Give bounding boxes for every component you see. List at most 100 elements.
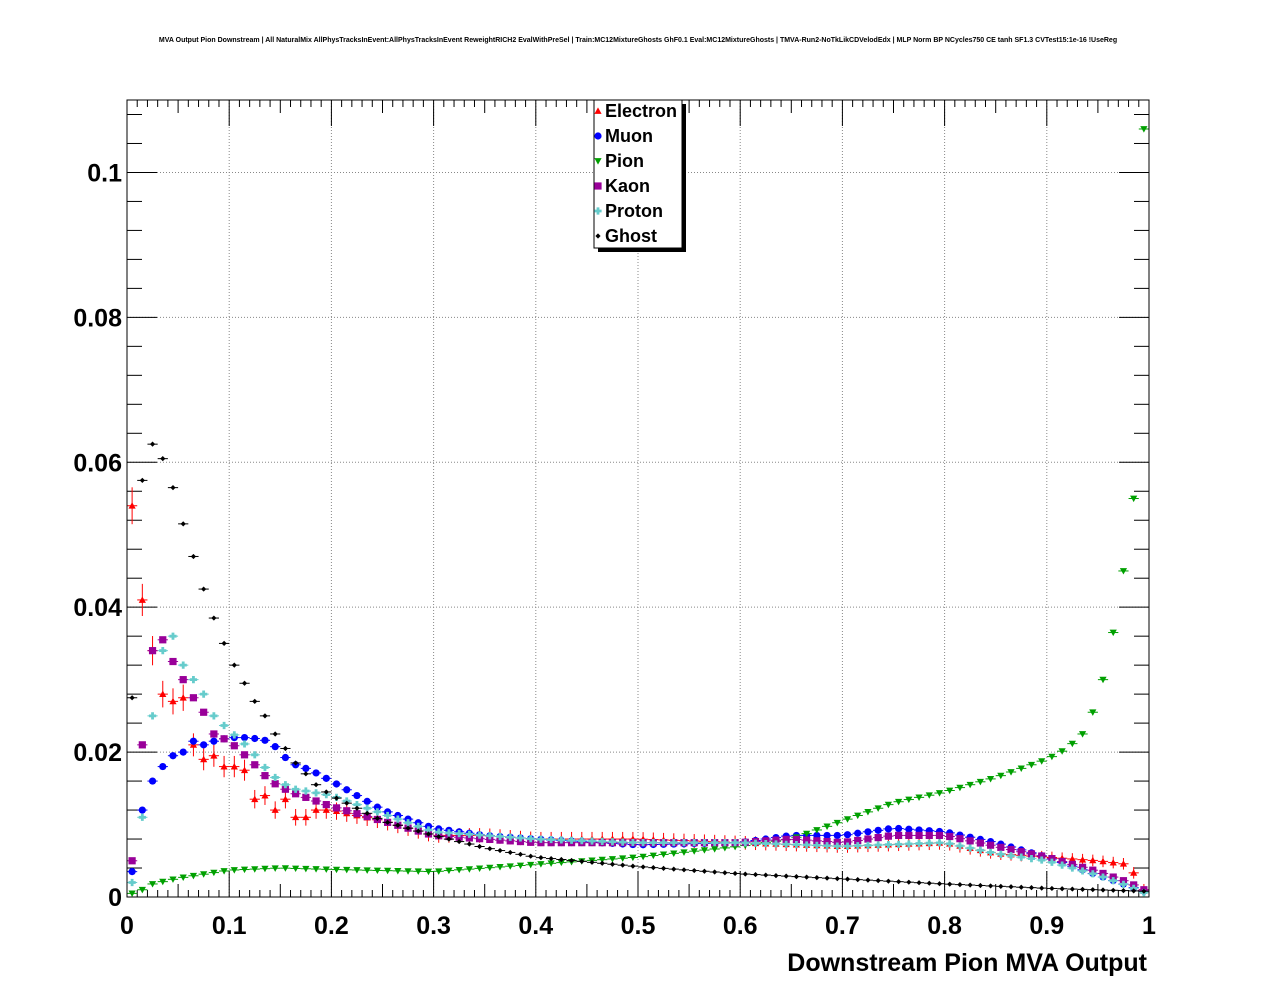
data-point <box>1068 864 1076 872</box>
x-tick-label: 0.2 <box>314 912 349 940</box>
data-point <box>1017 765 1025 772</box>
data-point <box>1007 852 1015 860</box>
data-point <box>854 829 862 837</box>
data-point <box>221 640 227 647</box>
data-point <box>885 878 891 884</box>
data-point <box>281 753 290 762</box>
data-point <box>322 791 330 799</box>
data-point <box>1027 761 1036 769</box>
data-point <box>925 839 933 847</box>
data-point <box>200 741 208 749</box>
data-point <box>363 812 371 821</box>
data-point <box>425 831 432 837</box>
y-tick-label: 0.02 <box>73 739 122 767</box>
data-point <box>772 836 780 844</box>
data-point <box>466 841 472 847</box>
data-point <box>148 712 157 720</box>
data-point <box>465 834 473 842</box>
data-point <box>905 825 913 833</box>
data-point <box>475 831 484 839</box>
data-point <box>977 882 983 889</box>
data-point <box>1039 885 1045 891</box>
data-point <box>763 872 769 878</box>
legend-label-muon: Muon <box>605 126 653 146</box>
data-point <box>159 647 167 655</box>
data-point <box>700 847 709 854</box>
data-point <box>608 838 617 846</box>
data-point <box>731 839 739 847</box>
data-point <box>814 875 820 881</box>
data-point <box>312 866 320 873</box>
data-point <box>353 867 361 874</box>
data-point <box>1058 861 1066 869</box>
y-tick-label: 0 <box>108 884 122 912</box>
data-point <box>343 786 351 794</box>
data-point <box>1078 863 1087 871</box>
data-point <box>639 839 647 847</box>
data-point <box>364 810 370 816</box>
data-point <box>629 854 637 862</box>
data-point <box>179 874 187 881</box>
data-point <box>895 798 903 806</box>
data-point <box>864 841 872 849</box>
data-point <box>516 862 525 870</box>
data-point <box>312 797 320 805</box>
data-point <box>1110 887 1116 893</box>
data-point <box>344 800 350 806</box>
data-point <box>506 833 514 841</box>
data-point <box>414 822 422 830</box>
data-point <box>813 837 821 845</box>
data-point <box>915 839 923 848</box>
data-point <box>507 849 513 856</box>
data-point <box>884 832 892 840</box>
data-point <box>813 827 821 834</box>
data-point <box>680 839 688 847</box>
data-point <box>690 839 698 847</box>
data-point <box>823 831 831 840</box>
data-point <box>874 826 882 834</box>
data-point <box>179 748 187 756</box>
data-point <box>905 840 913 848</box>
data-point <box>292 790 300 798</box>
x-tick-label: 0.6 <box>723 912 758 940</box>
data-point <box>486 832 494 840</box>
data-point <box>261 791 269 799</box>
data-point <box>210 730 218 738</box>
data-point <box>1090 887 1096 893</box>
data-point <box>855 877 861 883</box>
data-point <box>455 866 463 874</box>
data-point <box>823 823 831 830</box>
data-point <box>312 789 320 797</box>
data-point <box>558 856 564 863</box>
data-point <box>414 819 422 827</box>
data-point <box>843 831 852 839</box>
data-point <box>159 878 167 886</box>
data-point <box>1109 858 1117 866</box>
data-point <box>261 736 269 744</box>
data-point <box>1120 887 1127 894</box>
data-point <box>302 813 310 821</box>
data-point <box>833 819 841 827</box>
legend-marker-muon <box>594 132 602 140</box>
data-point <box>211 615 217 621</box>
data-point <box>465 866 473 873</box>
data-point <box>506 837 514 845</box>
data-point <box>1130 495 1138 503</box>
data-point <box>354 805 360 811</box>
data-point <box>220 762 228 770</box>
data-point <box>700 839 709 847</box>
data-point <box>895 840 903 848</box>
data-point <box>833 842 841 850</box>
data-point <box>935 790 944 797</box>
data-point <box>128 857 136 865</box>
data-point <box>517 851 524 857</box>
data-point <box>312 769 320 777</box>
data-point <box>1007 845 1015 854</box>
data-point <box>619 838 627 846</box>
data-point <box>915 831 923 840</box>
data-point <box>997 850 1005 858</box>
data-point <box>854 812 862 820</box>
data-point <box>271 806 279 813</box>
data-point <box>353 801 361 809</box>
data-point <box>200 708 208 716</box>
